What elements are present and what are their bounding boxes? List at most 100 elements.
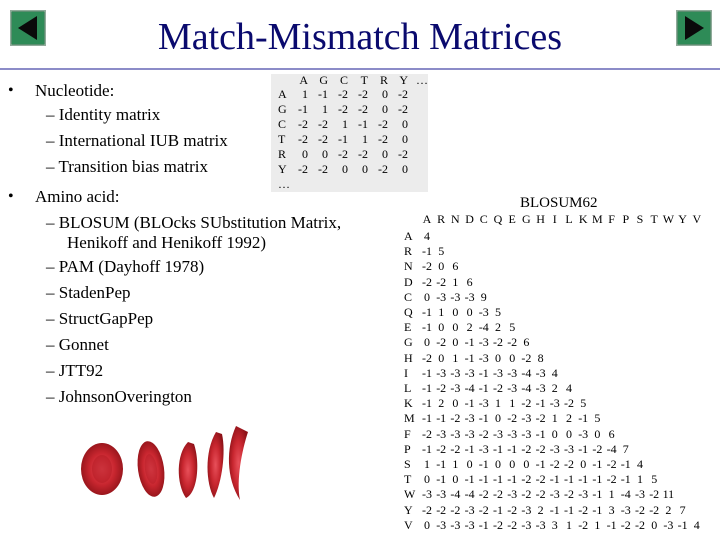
sub-item: – JohnsonOverington bbox=[46, 387, 192, 406]
matrix-row-label: Y bbox=[278, 162, 287, 176]
blosum-row-label: F bbox=[404, 426, 411, 441]
blosum-cell: -2 bbox=[521, 441, 532, 456]
blosum-cell: -3 bbox=[549, 441, 560, 456]
sickle-cell-shape bbox=[228, 426, 248, 500]
blosum-cell: -1 bbox=[436, 457, 447, 471]
blosum-cell: 0 bbox=[466, 457, 473, 471]
blosum-cell: -1 bbox=[436, 472, 447, 487]
blosum-row-label: Q bbox=[404, 305, 413, 319]
blosum-cell: -3 bbox=[507, 426, 518, 441]
blosum-cell: 1 bbox=[495, 396, 501, 411]
matrix-row-label: G bbox=[278, 102, 287, 116]
matrix-cell: -2 bbox=[338, 87, 348, 101]
blosum-cell: -3 bbox=[478, 305, 489, 319]
blosum-cell: 2 bbox=[495, 320, 501, 335]
blosum-cell: -1 bbox=[493, 502, 503, 517]
blosum-row-label: C bbox=[404, 289, 413, 304]
matrix-cell: 0 bbox=[322, 147, 328, 161]
blosum-cell: -2 bbox=[493, 487, 503, 502]
matrix-cell: 0 bbox=[382, 102, 388, 116]
blosum-cell: -3 bbox=[478, 350, 489, 365]
blosum-column-header: I bbox=[552, 212, 557, 226]
bullet-mark: • bbox=[8, 188, 14, 205]
blosum-cell: 8 bbox=[537, 350, 544, 365]
blosum-cell: 2 bbox=[665, 502, 672, 517]
blosum-cell: -2 bbox=[478, 487, 489, 502]
blosum-cell: -3 bbox=[464, 502, 475, 517]
previous-slide-button[interactable] bbox=[10, 10, 46, 46]
matrix-cell: 0 bbox=[302, 147, 308, 161]
blosum-cell: 3 bbox=[608, 502, 615, 517]
blosum-cell: -3 bbox=[535, 381, 546, 395]
blosum-cell: -3 bbox=[464, 426, 475, 441]
blosum-cell: -1 bbox=[535, 457, 546, 471]
matrix-cell: 1 bbox=[302, 87, 308, 101]
matrix-cell: -2 bbox=[398, 147, 408, 161]
blosum-cell: 0 bbox=[523, 457, 530, 471]
sub-item: – Gonnet bbox=[46, 335, 109, 354]
blosum-cell: -2 bbox=[564, 396, 574, 411]
blosum-cell: -2 bbox=[578, 517, 589, 532]
blosum-cell: 1 bbox=[438, 305, 445, 319]
blosum-cell: 0 bbox=[424, 472, 430, 487]
blosum-cell: -3 bbox=[507, 381, 518, 395]
blosum62-matrix-table: A R N D C Q E G H I L K M F P S T W Y V A 4 R -1 5 N -2 0 6 D -2 -2 1 6 C 0… bbox=[404, 212, 704, 534]
blosum-column-header: W bbox=[662, 212, 675, 226]
blosum-row-label: I bbox=[404, 365, 408, 380]
blosum-cell: -2 bbox=[564, 457, 574, 471]
blosum-cell: -1 bbox=[549, 502, 560, 517]
blosum-cell: 0 bbox=[452, 396, 459, 411]
blosum-cell: 1 bbox=[452, 274, 459, 289]
blosum-cell: 1 bbox=[424, 457, 430, 471]
blosum-column-header: H bbox=[536, 212, 545, 226]
blosum-cell: 7 bbox=[679, 502, 686, 517]
blosum-cell: -2 bbox=[436, 441, 447, 456]
blosum-cell: -3 bbox=[436, 487, 447, 502]
blosum-column-header: R bbox=[437, 212, 446, 226]
blosum-cell: -1 bbox=[620, 457, 631, 471]
blosum-cell: -3 bbox=[422, 487, 432, 502]
blosum-cell: -2 bbox=[521, 487, 532, 502]
matrix-cell: 0 bbox=[402, 132, 408, 146]
blosum-cell: -2 bbox=[422, 274, 432, 289]
blosum-cell: -2 bbox=[549, 457, 560, 471]
blosum-cell: -1 bbox=[422, 320, 432, 335]
matrix-row-label: T bbox=[278, 132, 286, 146]
blosum-cell: -3 bbox=[478, 396, 489, 411]
blosum-cell: -2 bbox=[493, 381, 503, 395]
blosum-cell: -1 bbox=[677, 517, 688, 532]
blosum-row-label: G bbox=[404, 335, 413, 350]
blosum-cell: -2 bbox=[535, 487, 546, 502]
sub-item: Henikoff and Henikoff 1992) bbox=[67, 233, 267, 252]
matrix-cell: -2 bbox=[358, 147, 368, 161]
blosum-cell: 7 bbox=[622, 441, 629, 456]
next-slide-button[interactable] bbox=[676, 10, 712, 46]
blosum-cell: 4 bbox=[693, 517, 700, 532]
blosum-cell: -1 bbox=[478, 411, 489, 426]
blosum-row-label: S bbox=[404, 457, 411, 471]
blosum-cell: -1 bbox=[464, 396, 475, 411]
blosum-cell: 0 bbox=[424, 289, 430, 304]
blosum-cell: -3 bbox=[521, 426, 532, 441]
sickle-cell-shape bbox=[207, 432, 224, 498]
blosum-cell: -2 bbox=[635, 502, 645, 517]
matrix-column-header: A bbox=[299, 73, 308, 87]
blosum-cell: -2 bbox=[535, 441, 546, 456]
blosum-cell: 0 bbox=[566, 426, 572, 441]
matrix-cell: -2 bbox=[298, 132, 308, 146]
blosum-cell: -3 bbox=[535, 517, 546, 532]
blosum-cell: -1 bbox=[422, 305, 432, 319]
matrix-cell: 0 bbox=[362, 162, 368, 176]
title-divider bbox=[0, 68, 720, 70]
matrix-cell: 0 bbox=[382, 147, 388, 161]
blosum-cell: -2 bbox=[450, 441, 461, 456]
blosum-cell: 1 bbox=[452, 457, 459, 471]
blosum-cell: -1 bbox=[478, 472, 489, 487]
matrix-cell: -1 bbox=[358, 117, 368, 131]
blosum-cell: -1 bbox=[507, 441, 518, 456]
blosum-cell: 6 bbox=[466, 274, 473, 289]
blosum-cell: -2 bbox=[493, 335, 503, 350]
blosum-cell: -1 bbox=[549, 472, 560, 487]
blosum-cell: -1 bbox=[578, 441, 589, 456]
blosum-cell: -2 bbox=[620, 517, 631, 532]
